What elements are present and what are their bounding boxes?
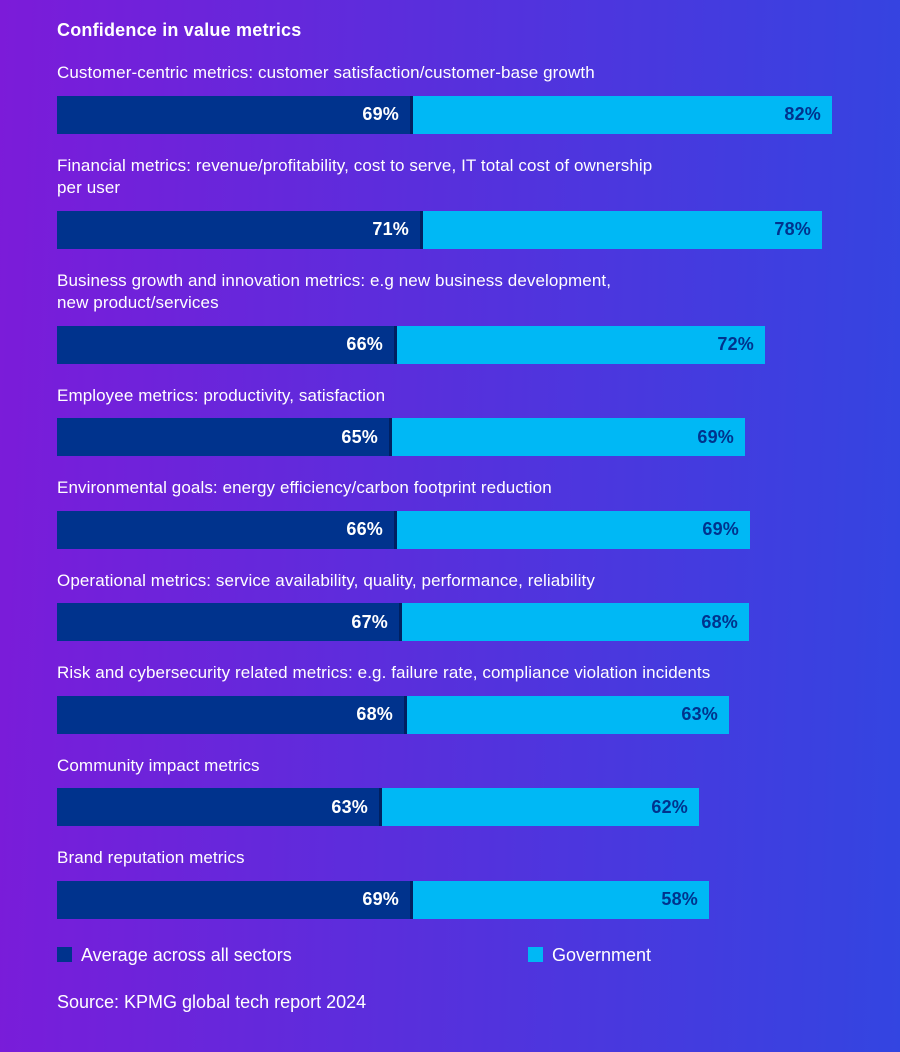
avg-value-label: 69% bbox=[362, 104, 399, 124]
bar-pair: 65% 69% bbox=[57, 418, 843, 456]
chart-row: Operational metrics: service availabilit… bbox=[57, 570, 843, 641]
gov-bar-segment: 68% bbox=[402, 603, 749, 641]
avg-value-label: 67% bbox=[351, 611, 388, 632]
avg-bar-segment: 69% bbox=[57, 95, 410, 134]
avg-bar-segment: 65% bbox=[57, 418, 389, 456]
bar-pair: 63% 62% bbox=[57, 788, 843, 826]
gov-bar-segment: 82% bbox=[413, 95, 832, 134]
category-label: Business growth and innovation metrics: … bbox=[57, 270, 612, 313]
category-label: Brand reputation metrics bbox=[57, 848, 245, 867]
segment-divider bbox=[394, 510, 397, 549]
category-label: Operational metrics: service availabilit… bbox=[57, 570, 595, 590]
source-note: Source: KPMG global tech report 2024 bbox=[57, 991, 367, 1012]
segment-divider bbox=[389, 418, 392, 456]
segment-divider bbox=[394, 325, 397, 364]
legend-item-government: Government bbox=[528, 945, 651, 965]
chart-title: Confidence in value metrics bbox=[57, 20, 302, 40]
bar-pair: 69% 82% bbox=[57, 95, 843, 134]
avg-bar-segment: 67% bbox=[57, 603, 399, 641]
bar-rows: Customer-centric metrics: customer satis… bbox=[57, 62, 843, 919]
category-label: Risk and cybersecurity related metrics: … bbox=[57, 663, 711, 682]
gov-value-label: 78% bbox=[774, 219, 811, 239]
bar-pair: 66% 69% bbox=[57, 510, 843, 549]
avg-value-label: 68% bbox=[356, 704, 393, 724]
gov-bar-segment: 78% bbox=[423, 210, 822, 249]
avg-bar-segment: 66% bbox=[57, 325, 394, 364]
bar-pair: 67% 68% bbox=[57, 603, 843, 641]
gov-value-label: 63% bbox=[681, 704, 718, 724]
chart-row: Business growth and innovation metrics: … bbox=[57, 270, 843, 364]
avg-value-label: 63% bbox=[331, 796, 368, 817]
avg-bar-segment: 66% bbox=[57, 510, 394, 549]
chart-row: Environmental goals: energy efficiency/c… bbox=[57, 477, 843, 549]
gov-bar-segment: 69% bbox=[397, 510, 750, 549]
avg-bar-segment: 63% bbox=[57, 788, 379, 826]
gov-bar-segment: 58% bbox=[413, 880, 709, 919]
bar-pair: 66% 72% bbox=[57, 325, 843, 364]
legend-swatch-government-icon bbox=[528, 947, 543, 962]
chart-row: Customer-centric metrics: customer satis… bbox=[57, 62, 843, 134]
avg-bar-segment: 68% bbox=[57, 695, 404, 734]
segment-divider bbox=[404, 695, 407, 734]
gov-value-label: 62% bbox=[651, 796, 688, 817]
gov-bar-segment: 62% bbox=[382, 788, 699, 826]
gov-value-label: 69% bbox=[697, 426, 734, 447]
avg-value-label: 71% bbox=[372, 219, 409, 239]
chart-row: Community impact metrics 63% 62% bbox=[57, 755, 843, 826]
avg-value-label: 65% bbox=[341, 426, 378, 447]
gov-value-label: 58% bbox=[661, 889, 698, 909]
chart-row: Risk and cybersecurity related metrics: … bbox=[57, 662, 843, 734]
avg-value-label: 66% bbox=[346, 334, 383, 354]
category-label: Customer-centric metrics: customer satis… bbox=[57, 63, 595, 82]
avg-bar-segment: 69% bbox=[57, 880, 410, 919]
chart-row: Employee metrics: productivity, satisfac… bbox=[57, 385, 843, 456]
gov-bar-segment: 69% bbox=[392, 418, 745, 456]
avg-value-label: 66% bbox=[346, 519, 383, 539]
legend-swatch-average-icon bbox=[57, 947, 72, 962]
avg-value-label: 69% bbox=[362, 889, 399, 909]
legend-label-government: Government bbox=[552, 944, 652, 965]
bar-pair: 68% 63% bbox=[57, 695, 843, 734]
segment-divider bbox=[410, 880, 413, 919]
legend-item-average: Average across all sectors bbox=[57, 945, 528, 965]
gov-value-label: 68% bbox=[701, 611, 738, 632]
category-label: Environmental goals: energy efficiency/c… bbox=[57, 478, 552, 497]
category-label: Employee metrics: productivity, satisfac… bbox=[57, 385, 386, 405]
segment-divider bbox=[399, 603, 402, 641]
category-label: Community impact metrics bbox=[57, 755, 260, 775]
chart-row: Financial metrics: revenue/profitability… bbox=[57, 155, 843, 249]
chart-row: Brand reputation metrics 69% 58% bbox=[57, 847, 843, 919]
gov-value-label: 69% bbox=[702, 519, 739, 539]
avg-bar-segment: 71% bbox=[57, 210, 420, 249]
bar-pair: 71% 78% bbox=[57, 210, 843, 249]
legend-label-average: Average across all sectors bbox=[81, 944, 292, 965]
category-label: Financial metrics: revenue/profitability… bbox=[57, 155, 653, 198]
gov-bar-segment: 72% bbox=[397, 325, 765, 364]
gov-bar-segment: 63% bbox=[407, 695, 729, 734]
bar-pair: 69% 58% bbox=[57, 880, 843, 919]
gov-value-label: 72% bbox=[717, 334, 754, 354]
gov-value-label: 82% bbox=[784, 104, 821, 124]
legend: Average across all sectors Government bbox=[57, 945, 843, 965]
segment-divider bbox=[420, 210, 423, 249]
segment-divider bbox=[410, 95, 413, 134]
segment-divider bbox=[379, 788, 382, 826]
